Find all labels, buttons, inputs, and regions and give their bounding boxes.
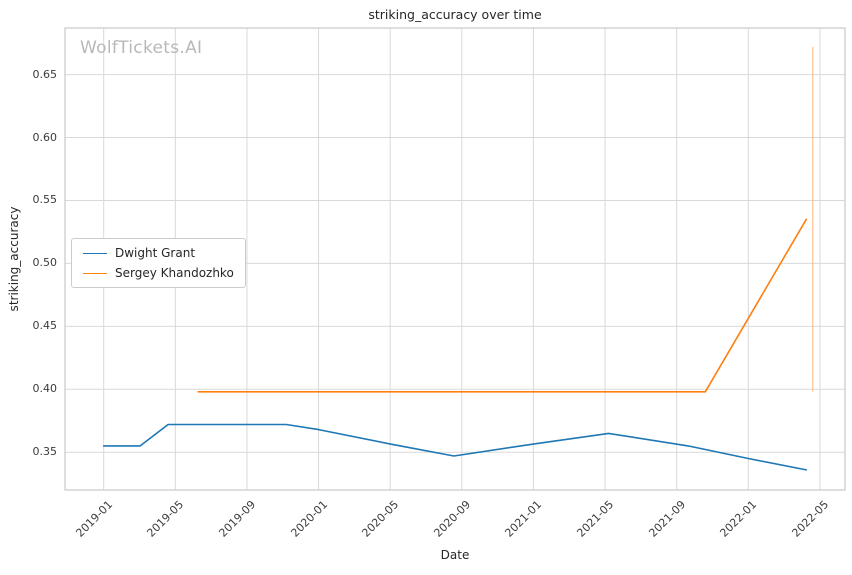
chart-title: striking_accuracy over time bbox=[368, 7, 542, 22]
x-axis-label: Date bbox=[440, 548, 470, 562]
watermark: WolfTickets.AI bbox=[80, 38, 203, 58]
series-line-sergey-khandozhko bbox=[197, 218, 808, 393]
legend-item-dwight-grant: Dwight Grant bbox=[83, 246, 234, 260]
plot-border bbox=[64, 27, 846, 491]
legend: Dwight Grant Sergey Khandozhko bbox=[71, 238, 246, 288]
legend-label-sergey-khandozhko: Sergey Khandozhko bbox=[115, 266, 234, 280]
legend-swatch-dwight-grant bbox=[83, 252, 107, 254]
legend-swatch-sergey-khandozhko bbox=[83, 272, 107, 274]
series-line-dwight-grant bbox=[102, 423, 808, 471]
legend-item-sergey-khandozhko: Sergey Khandozhko bbox=[83, 266, 234, 280]
legend-label-dwight-grant: Dwight Grant bbox=[115, 246, 196, 260]
